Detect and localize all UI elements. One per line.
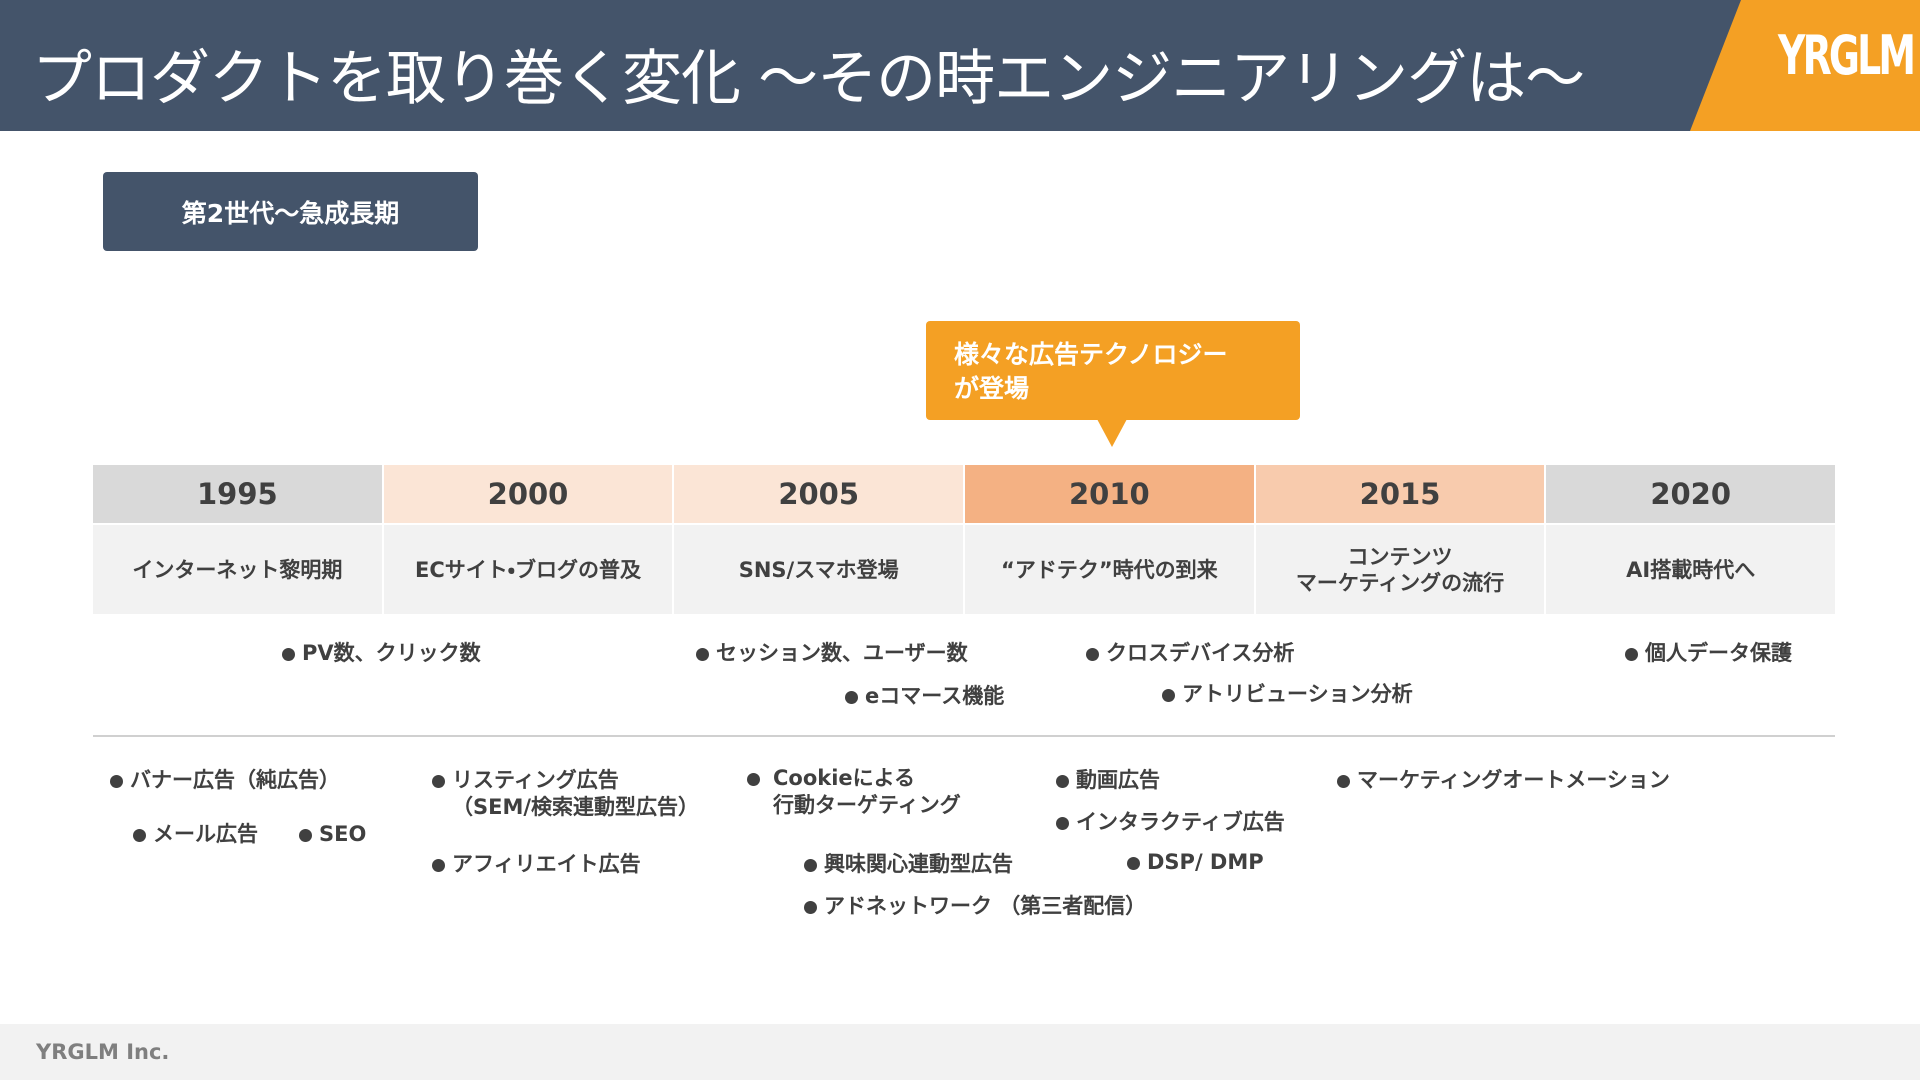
- divider: [93, 735, 1835, 737]
- callout-pointer: [1097, 419, 1127, 447]
- year: 1995: [93, 465, 382, 523]
- year: 2005: [674, 465, 964, 523]
- ad: 興味関心連動型広告: [804, 851, 1013, 878]
- footer-text: YRGLM Inc.: [36, 1040, 170, 1064]
- badge: 第2世代〜急成長期: [103, 172, 478, 251]
- metric: クロスデバイス分析: [1086, 640, 1294, 667]
- metric: アトリビューション分析: [1162, 681, 1413, 708]
- logo: YRGLM: [1778, 24, 1916, 87]
- ad: SEO: [299, 821, 366, 848]
- era-label: AI搭載時代へ: [1546, 525, 1836, 614]
- logo-shape: [1690, 0, 1920, 131]
- metric: PV数、クリック数: [282, 640, 481, 667]
- title: プロダクトを取り巻く変化 〜その時エンジニアリングは〜: [32, 44, 1585, 114]
- timeline-column: 2015 コンテンツ マーケティングの流行: [1255, 465, 1545, 614]
- year: 2020: [1546, 465, 1836, 523]
- era-label: “アドテク”時代の到来: [965, 525, 1254, 614]
- ad: 動画広告: [1056, 767, 1160, 794]
- era-label: ECサイト・ブログの普及: [383, 525, 673, 614]
- year: 2010: [965, 465, 1254, 523]
- callout: 様々な広告テクノロジー が登場: [926, 321, 1300, 420]
- ad: インタラクティブ広告: [1056, 809, 1285, 836]
- timeline: 1995 インターネット黎明期 2000 ECサイト・ブログの普及 2005 SNS/スマ…: [93, 465, 1836, 614]
- timeline-column: 2000 ECサイト・ブログの普及: [383, 465, 673, 614]
- ad: アフィリエイト広告: [432, 851, 641, 878]
- ad: リスティング広告 （SEM/検索連動型広告）: [432, 767, 699, 821]
- metric: eコマース機能: [845, 683, 1004, 710]
- ad: DSP/ DMP: [1127, 849, 1264, 876]
- timeline-column: 1995 インターネット黎明期: [93, 465, 382, 614]
- year: 2000: [383, 465, 673, 523]
- timeline-column: 2005 SNS/スマホ登場: [674, 465, 964, 614]
- era-label: コンテンツ マーケティングの流行: [1255, 525, 1545, 614]
- timeline-column: 2010 “アドテク”時代の到来: [965, 465, 1254, 614]
- timeline-column: 2020 AI搭載時代へ: [1546, 465, 1836, 614]
- era-label: SNS/スマホ登場: [674, 525, 964, 614]
- metric: 個人データ保護: [1625, 640, 1792, 667]
- year: 2015: [1255, 465, 1545, 523]
- header: プロダクトを取り巻く変化 〜その時エンジニアリングは〜 YRGLM: [0, 0, 1920, 131]
- ad: バナー広告（純広告）: [110, 767, 340, 794]
- ad: メール広告: [133, 821, 258, 848]
- ad: マーケティングオートメーション: [1337, 767, 1670, 794]
- ad: Cookieによる 行動ターゲティング: [747, 765, 961, 819]
- era-label: インターネット黎明期: [93, 525, 382, 614]
- footer: YRGLM Inc.: [0, 1024, 1920, 1080]
- metric: セッション数、ユーザー数: [696, 640, 968, 667]
- ad: アドネットワーク （第三者配信）: [804, 893, 1146, 920]
